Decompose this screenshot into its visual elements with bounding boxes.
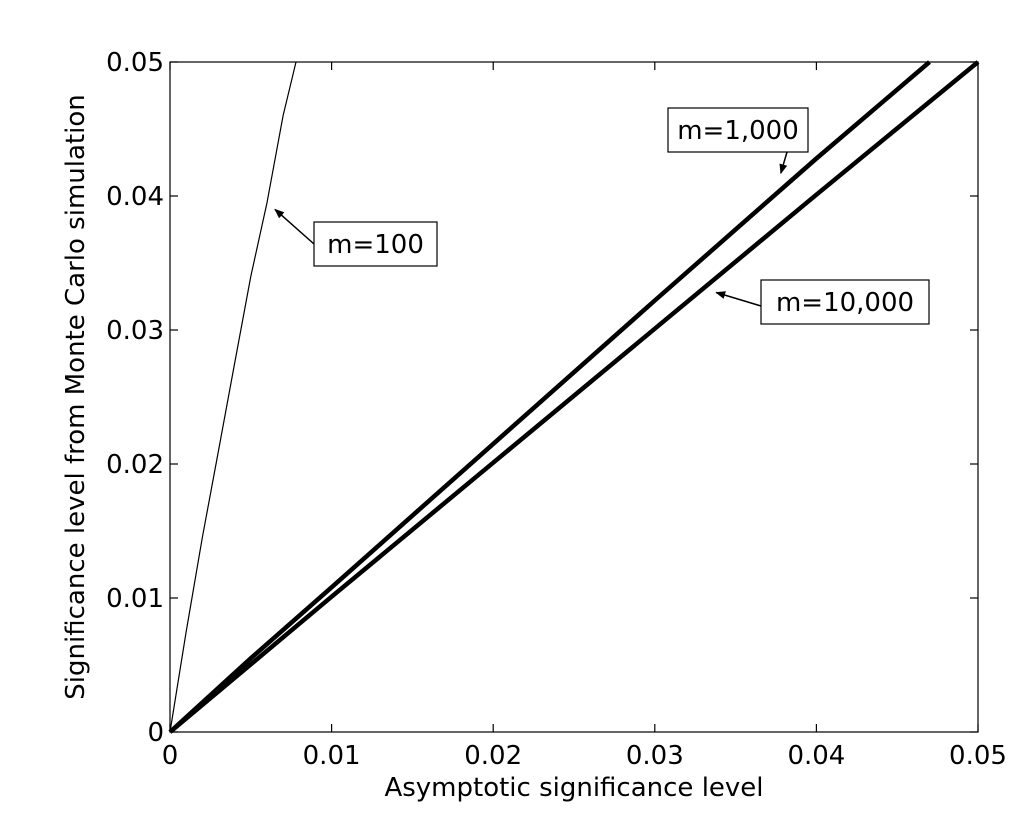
annotation-box bbox=[667, 107, 809, 153]
annotation: m=100 bbox=[274, 208, 438, 267]
annotation-label: m=10,000 bbox=[776, 288, 914, 318]
series-line-m10000 bbox=[168, 60, 980, 734]
annotation-label: m=1,000 bbox=[677, 116, 799, 146]
y-tick-label: 0.02 bbox=[106, 450, 164, 480]
x-tick-label: 0.01 bbox=[303, 741, 361, 771]
y-tick-label: 0 bbox=[147, 718, 164, 748]
y-axis-title: Significance level from Monte Carlo simu… bbox=[61, 94, 91, 699]
x-tick-label: 0.04 bbox=[787, 741, 845, 771]
y-tick-label: 0.04 bbox=[106, 182, 164, 212]
annotation-label: m=100 bbox=[327, 230, 424, 260]
y-tick-label: 0.03 bbox=[106, 316, 164, 346]
annotation: m=10,000 bbox=[715, 279, 930, 325]
y-tick-label: 0.01 bbox=[106, 584, 164, 614]
annotation: m=1,000 bbox=[667, 107, 809, 175]
x-tick-label: 0.02 bbox=[464, 741, 522, 771]
series-line-m100 bbox=[169, 61, 297, 733]
y-tick-label: 0.05 bbox=[106, 48, 164, 78]
axis-tick-labels: 0 0.01 0.02 0.03 0.04 0.05 0 0.01 0.02 0.03 0.04 0.… bbox=[106, 48, 1007, 771]
x-tick-label: 0.05 bbox=[949, 741, 1007, 771]
annotation-box bbox=[760, 279, 930, 325]
annotation-layer: m=100 m=1,000 m=10,000 bbox=[274, 107, 930, 325]
x-axis-title: Asymptotic significance level bbox=[384, 773, 763, 803]
annotation-box bbox=[313, 221, 438, 267]
x-tick-label: 0.03 bbox=[626, 741, 684, 771]
annotation-arrow bbox=[715, 291, 762, 307]
axis-ticks bbox=[169, 61, 979, 733]
annotation-arrow bbox=[779, 151, 788, 175]
annotation-arrow bbox=[274, 208, 315, 245]
series-layer bbox=[168, 60, 980, 734]
series-line-m1000 bbox=[168, 60, 931, 734]
x-tick-label: 0 bbox=[162, 741, 179, 771]
